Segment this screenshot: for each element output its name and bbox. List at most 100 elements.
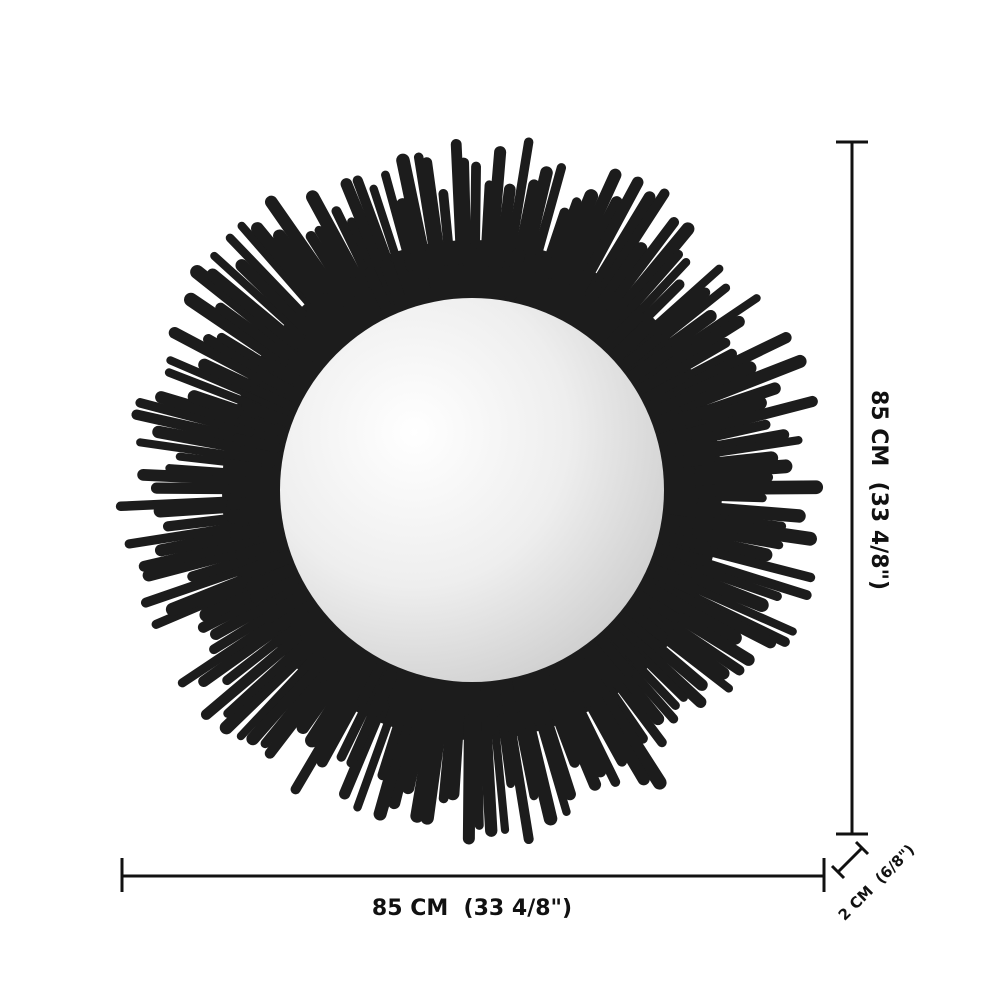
frame-spike: [519, 666, 548, 727]
frame-spike: [513, 710, 539, 801]
frame-spike: [396, 153, 432, 272]
frame-spike: [177, 612, 286, 688]
frame-spike: [435, 675, 452, 733]
frame-spike: [679, 354, 807, 413]
frame-spike: [568, 691, 621, 787]
frame-spike: [678, 567, 769, 612]
frame-spike: [292, 621, 334, 661]
frame-spike: [409, 250, 435, 313]
frame-spike: [639, 361, 684, 393]
frame-spike: [256, 369, 302, 400]
mirror-glass: [280, 298, 664, 682]
frame-spike: [424, 247, 444, 299]
frame-spike: [368, 669, 398, 717]
frame-spike: [589, 676, 667, 790]
frame-spike: [394, 256, 417, 308]
frame-spike: [630, 279, 685, 334]
frame-spike: [665, 532, 711, 551]
height-dimension-line: [836, 140, 868, 836]
frame-spike: [356, 662, 385, 708]
frame-spike: [639, 372, 689, 404]
frame-spike: [264, 195, 347, 308]
frame-spike: [418, 681, 440, 733]
frame-spike: [649, 424, 711, 449]
frame-spike: [571, 280, 603, 325]
frame-spike: [583, 681, 650, 786]
frame-spike: [647, 283, 731, 352]
frame-spike: [284, 329, 322, 363]
frame-spike: [334, 285, 367, 329]
frame-spike: [658, 294, 761, 366]
frame-spike: [693, 451, 779, 473]
frame-spike: [421, 157, 446, 268]
frame-spike: [684, 561, 782, 601]
frame-spike: [235, 259, 314, 336]
frame-spike: [582, 288, 615, 330]
frame-spike: [223, 640, 307, 718]
frame-spike: [612, 333, 663, 377]
frame-spike: [472, 715, 484, 830]
frame-spike: [618, 249, 684, 322]
frame-spike: [569, 196, 623, 291]
frame-spike: [504, 247, 526, 302]
frame-spike: [692, 515, 817, 546]
frame-spike: [446, 245, 461, 295]
frame-spike: [187, 552, 258, 582]
frame-spike: [364, 267, 397, 324]
frame-spike: [649, 626, 733, 693]
frame-spike: [250, 570, 303, 604]
frame-spike: [353, 702, 399, 812]
frame-spike: [290, 683, 361, 795]
frame-spike: [695, 436, 803, 460]
frame-spike: [388, 707, 423, 810]
frame-spike: [318, 293, 356, 337]
frame-spike: [658, 487, 717, 499]
frame-spike: [413, 152, 441, 268]
frame-spike: [306, 190, 369, 295]
width-dimension-line: [120, 858, 826, 892]
frame-spike: [685, 396, 767, 431]
frame-spike: [260, 663, 332, 749]
frame-spike: [518, 706, 558, 826]
frame-spike: [678, 578, 797, 636]
frame-spike: [659, 544, 707, 566]
frame-spike: [645, 551, 702, 580]
frame-spike: [347, 276, 378, 322]
frame-spike: [610, 662, 665, 726]
frame-spike: [210, 597, 278, 641]
frame-spike: [237, 221, 326, 321]
frame-spike: [572, 650, 606, 698]
frame-spike: [386, 667, 414, 723]
frame-spike: [634, 640, 707, 708]
frame-spike: [655, 451, 716, 471]
frame-spike: [239, 549, 297, 580]
frame-spike: [558, 270, 585, 314]
frame-spike: [536, 702, 576, 801]
frame-spike: [523, 255, 554, 318]
frame-spike: [490, 714, 510, 834]
frame-spike: [647, 564, 699, 595]
frame-spike: [165, 568, 266, 617]
frame-spike: [401, 663, 429, 728]
frame-spike: [232, 433, 282, 453]
frame-spike: [651, 389, 699, 416]
frame-spike: [518, 166, 553, 273]
frame-spike: [166, 356, 265, 404]
frame-spike: [341, 647, 379, 702]
frame-spike: [686, 553, 812, 601]
frame-spike: [228, 445, 295, 468]
frame-spike: [612, 222, 695, 320]
frame-spike: [152, 425, 253, 455]
frame-spike: [187, 390, 261, 424]
frame-spike: [560, 168, 622, 287]
frame-spike: [305, 230, 355, 302]
frame-spike: [226, 504, 288, 524]
frame-spike: [551, 189, 599, 284]
frame-spike: [554, 696, 602, 791]
frame-spike: [137, 468, 249, 486]
frame-spike: [135, 398, 255, 437]
frame-spike: [592, 188, 670, 303]
frame-spike: [664, 440, 715, 460]
frame-spike: [420, 711, 448, 825]
frame-spike: [631, 588, 681, 623]
